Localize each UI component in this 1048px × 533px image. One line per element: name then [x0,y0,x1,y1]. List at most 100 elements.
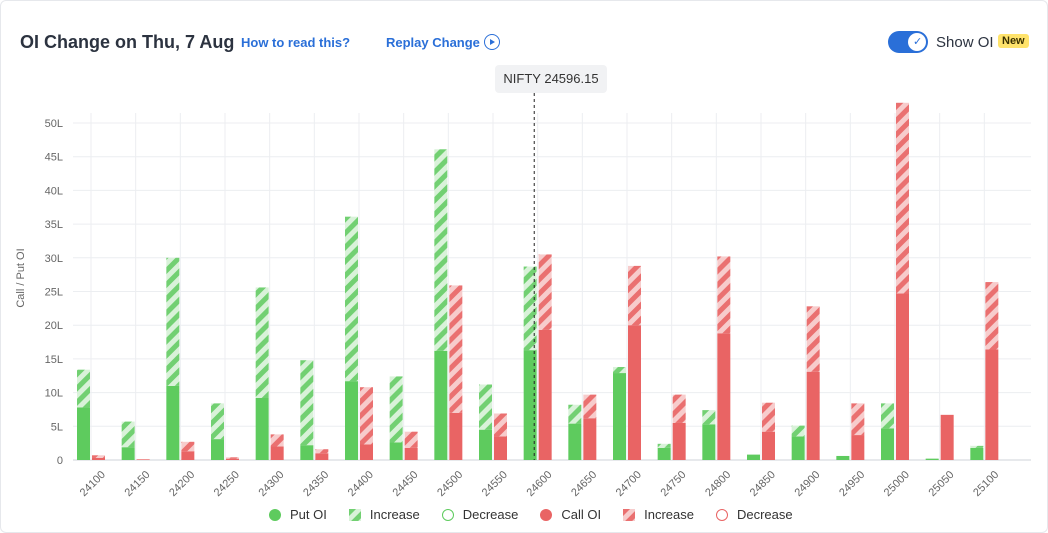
put-oi-bar[interactable] [434,350,448,460]
strike-group-24300[interactable] [255,287,284,460]
call-increase-bar[interactable] [449,285,463,413]
strike-group-25050[interactable] [925,414,954,460]
strike-group-24150[interactable] [121,421,150,460]
legend-call-decrease[interactable]: Decrease [715,507,793,522]
call-increase-bar[interactable] [360,387,373,445]
put-increase-bar[interactable] [568,404,582,424]
legend-put-oi[interactable]: Put OI [269,507,327,522]
call-increase-bar[interactable] [896,102,909,294]
legend-call-increase[interactable]: Increase [623,507,694,522]
how-to-read-link[interactable]: How to read this? [241,35,351,50]
call-oi-bar[interactable] [360,444,373,460]
legend-call-oi[interactable]: Call OI [540,507,601,522]
replay-change-link[interactable]: Replay Change [386,35,480,50]
call-oi-bar[interactable] [583,418,597,460]
strike-group-24250[interactable] [211,403,239,460]
put-oi-bar[interactable] [479,429,492,460]
strike-group-25000[interactable] [881,102,909,460]
put-increase-bar[interactable] [970,445,984,448]
call-oi-bar[interactable] [270,446,284,460]
strike-group-24100[interactable] [77,369,105,460]
call-increase-bar[interactable] [226,457,239,459]
legend-put-decrease[interactable]: Decrease [441,507,518,522]
call-oi-bar[interactable] [404,447,418,460]
show-oi-toggle[interactable]: ✓ [888,31,928,53]
call-increase-bar[interactable] [985,282,999,350]
call-increase-bar[interactable] [538,254,552,330]
call-oi-bar[interactable] [672,422,686,460]
strike-group-24500[interactable] [434,149,463,460]
put-oi-bar[interactable] [791,436,805,460]
put-oi-bar[interactable] [657,447,671,460]
put-oi-bar[interactable] [613,373,626,460]
put-increase-bar[interactable] [881,403,894,429]
call-increase-bar[interactable] [315,449,329,454]
put-increase-bar[interactable] [389,376,403,443]
put-oi-bar[interactable] [925,458,939,460]
strike-group-24900[interactable] [791,306,820,460]
put-increase-bar[interactable] [77,369,90,408]
call-increase-bar[interactable] [583,394,597,419]
call-oi-bar[interactable] [136,459,150,460]
call-oi-bar[interactable] [315,453,329,460]
strike-group-24650[interactable] [568,394,597,460]
put-oi-bar[interactable] [211,439,224,460]
call-increase-bar[interactable] [672,394,686,423]
strike-group-24200[interactable] [166,257,195,460]
put-oi-bar[interactable] [747,454,760,460]
call-increase-bar[interactable] [717,256,731,334]
call-oi-bar[interactable] [762,431,775,460]
strike-group-24850[interactable] [747,402,775,460]
play-circle-icon[interactable] [484,34,500,50]
put-oi-bar[interactable] [166,385,180,460]
strike-group-24950[interactable] [836,403,865,460]
put-oi-bar[interactable] [702,424,716,460]
strike-group-24600[interactable] [523,254,552,460]
put-oi-bar[interactable] [389,442,403,460]
put-increase-bar[interactable] [166,257,180,386]
put-increase-bar[interactable] [479,384,492,430]
put-increase-bar[interactable] [434,149,448,351]
put-increase-bar[interactable] [523,266,537,351]
strike-group-24550[interactable] [479,384,507,460]
call-increase-bar[interactable] [270,434,284,447]
put-oi-bar[interactable] [300,445,314,460]
put-oi-bar[interactable] [881,428,894,460]
put-increase-bar[interactable] [300,360,314,446]
call-oi-bar[interactable] [449,412,463,460]
put-increase-bar[interactable] [255,287,269,398]
put-oi-bar[interactable] [345,381,358,460]
put-oi-bar[interactable] [568,423,582,460]
legend-put-increase[interactable]: Increase [348,507,420,522]
put-increase-bar[interactable] [657,443,671,448]
call-oi-bar[interactable] [181,451,195,460]
put-oi-bar[interactable] [970,447,984,460]
call-increase-bar[interactable] [92,455,105,458]
call-oi-bar[interactable] [851,435,865,460]
call-oi-bar[interactable] [226,458,239,460]
call-increase-bar[interactable] [494,413,507,437]
call-oi-bar[interactable] [92,457,105,460]
put-increase-bar[interactable] [613,366,626,374]
call-increase-bar[interactable] [628,265,641,326]
call-oi-bar[interactable] [494,436,507,460]
put-increase-bar[interactable] [702,410,716,425]
call-oi-bar[interactable] [717,333,731,460]
strike-group-25100[interactable] [970,282,999,460]
call-increase-bar[interactable] [806,306,820,372]
put-oi-bar[interactable] [255,397,269,460]
call-increase-bar[interactable] [851,403,865,436]
put-increase-bar[interactable] [791,425,805,437]
call-oi-bar[interactable] [538,329,552,460]
strike-group-24800[interactable] [702,256,731,460]
strike-group-24350[interactable] [300,360,329,460]
put-increase-bar[interactable] [121,421,135,448]
call-oi-bar[interactable] [806,371,820,460]
put-oi-bar[interactable] [836,455,850,460]
call-increase-bar[interactable] [404,431,418,448]
put-oi-bar[interactable] [77,407,90,460]
put-oi-bar[interactable] [121,447,135,460]
call-oi-bar[interactable] [985,349,999,460]
put-increase-bar[interactable] [345,216,358,382]
call-increase-bar[interactable] [762,402,775,432]
